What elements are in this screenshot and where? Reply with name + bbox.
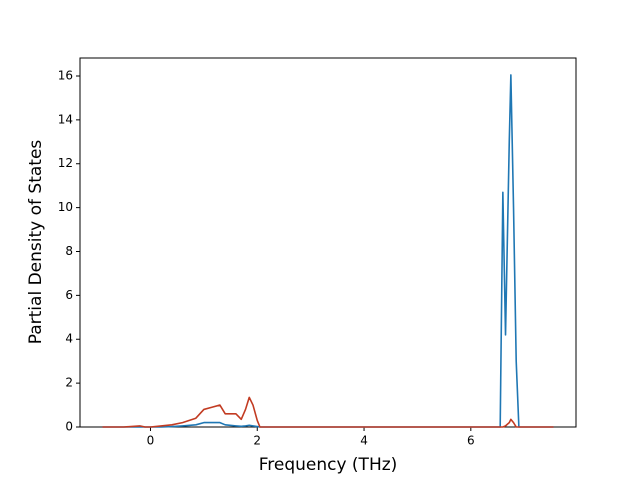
y-tick-label: 12	[58, 156, 73, 170]
y-tick-label: 4	[65, 332, 73, 346]
x-tick-label: 2	[253, 434, 261, 448]
x-axis-label: Frequency (THz)	[259, 455, 398, 475]
y-tick-label: 2	[65, 376, 73, 390]
series-line	[102, 396, 554, 428]
series-line	[102, 74, 554, 428]
y-tick-label: 10	[58, 200, 73, 214]
x-tick-label: 4	[360, 434, 368, 448]
y-tick-label: 16	[58, 68, 73, 82]
y-tick-label: 6	[65, 288, 73, 302]
x-tick-label: 6	[467, 434, 475, 448]
x-tick-label: 0	[147, 434, 155, 448]
y-axis-label: Partial Density of States	[26, 140, 46, 345]
y-tick-label: 14	[58, 112, 73, 126]
y-tick-label: 8	[65, 244, 73, 258]
y-tick-label: 0	[65, 420, 73, 434]
